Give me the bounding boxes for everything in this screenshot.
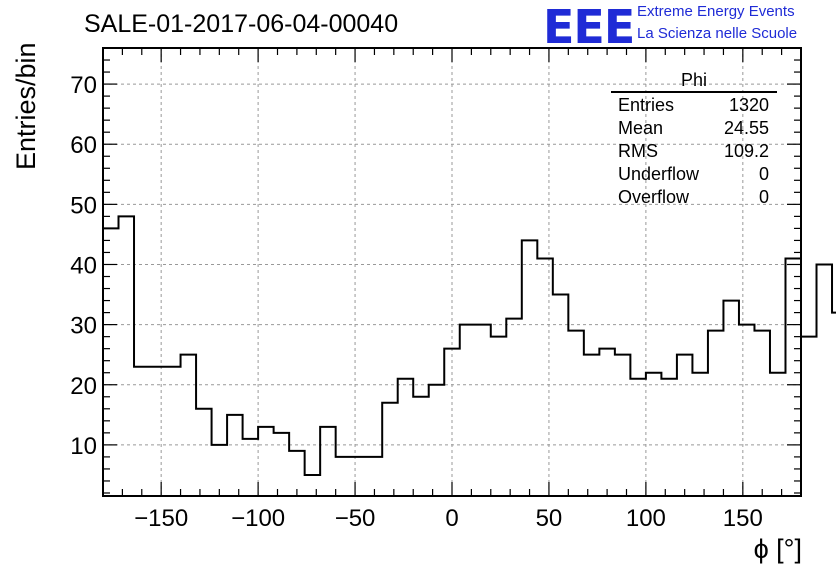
x-tick-label: 0 [445, 505, 458, 532]
stats-row-mean: Mean 24.55 [611, 117, 777, 140]
y-tick-label: 60 [70, 132, 97, 159]
y-tick-label: 30 [70, 313, 97, 340]
logo-line-2: La Scienza nelle Scuole [637, 25, 798, 42]
stats-label: Entries [618, 95, 675, 115]
stats-box: Phi Entries 1320 Mean 24.55 RMS 109.2 Un… [611, 70, 777, 209]
x-tick-label: 50 [536, 505, 563, 532]
stats-row-overflow: Overflow 0 [611, 186, 777, 209]
stats-title: Phi [611, 70, 777, 93]
stats-label: RMS [618, 141, 658, 161]
stats-label: Mean [618, 118, 664, 138]
stats-row-underflow: Underflow 0 [611, 163, 777, 186]
chart-title: SALE-01-2017-06-04-00040 [84, 10, 399, 38]
stats-value: 24.55 [723, 118, 769, 138]
x-tick-label: −100 [231, 505, 285, 532]
x-tick-label: 100 [626, 505, 666, 532]
eee-logo: EEE [543, 0, 635, 54]
y-tick-label: 40 [70, 252, 97, 279]
stats-value: 109.2 [723, 141, 769, 161]
x-tick-label: 150 [723, 505, 763, 532]
x-tick-label: −150 [134, 505, 188, 532]
histogram-line [102, 215, 836, 496]
stats-label: Underflow [618, 164, 700, 184]
y-tick-label: 10 [70, 433, 97, 460]
logo-line-1: Extreme Energy Events [637, 3, 795, 20]
stats-label: Overflow [618, 187, 690, 207]
stats-value: 0 [758, 187, 769, 207]
y-tick-label: 50 [70, 192, 97, 219]
stats-value: 1320 [728, 95, 769, 115]
stats-row-entries: Entries 1320 [611, 94, 777, 117]
y-tick-label: 20 [70, 373, 97, 400]
y-tick-label: 70 [70, 72, 97, 99]
stats-row-rms: RMS 109.2 [611, 140, 777, 163]
x-tick-label: −50 [335, 505, 376, 532]
stats-value: 0 [758, 164, 769, 184]
x-axis-label: ϕ [°] [753, 534, 802, 564]
